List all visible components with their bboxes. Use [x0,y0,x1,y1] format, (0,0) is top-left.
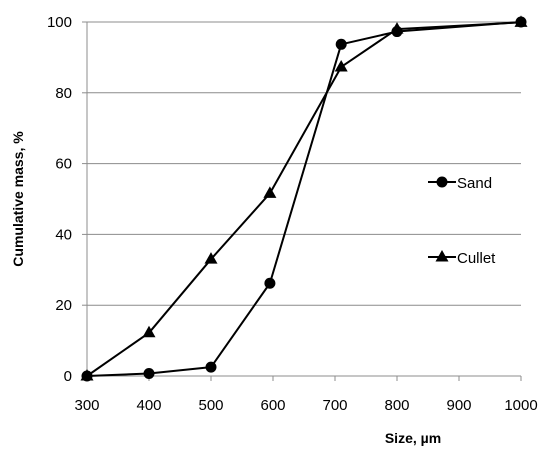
data-point-sand-3 [264,277,276,289]
data-point-cullet-1 [142,325,156,338]
series-line-sand [86,21,522,377]
legend-marker-cullet [435,250,449,262]
x-tick-label-600: 600 [260,397,285,414]
x-tick-label-700: 700 [322,397,347,414]
data-point-cullet-3 [263,186,277,198]
legend: Sand Cullet [428,175,496,267]
x-tick-label-400: 400 [136,397,161,414]
data-point-sand-1 [143,368,155,380]
legend-item-cullet: Cullet [428,250,496,267]
legend-marker-sand [436,176,448,188]
y-tick-labels: 0 20 40 60 80 100 [47,14,72,385]
legend-label-cullet: Cullet [457,250,496,267]
x-axis-title: Size, µm [385,430,441,446]
y-tick-label-60: 60 [55,156,72,173]
y-tick-label-20: 20 [55,297,72,314]
data-point-sand-4 [335,38,347,50]
data-series [80,15,528,382]
y-tick-label-100: 100 [47,14,72,31]
y-axis-title: Cumulative mass, % [10,131,26,267]
x-tick-labels: 300 400 500 600 700 800 900 1000 [74,397,537,414]
axes [82,21,522,381]
x-tick-label-1000: 1000 [504,397,537,414]
y-tick-label-80: 80 [55,85,72,102]
x-tick-label-500: 500 [198,397,223,414]
y-tick-label-0: 0 [64,368,72,385]
x-tick-label-300: 300 [74,397,99,414]
data-point-cullet-2 [204,252,218,264]
series-line-cullet [86,21,522,377]
legend-item-sand: Sand [428,175,492,192]
x-tick-label-900: 900 [446,397,471,414]
data-point-cullet-5 [390,22,404,34]
gridlines [87,21,521,306]
data-point-cullet-0 [80,369,94,381]
data-point-cullet-6 [514,15,528,27]
legend-label-sand: Sand [457,175,492,192]
data-point-sand-2 [205,361,217,373]
y-tick-label-40: 40 [55,226,72,243]
x-tick-label-800: 800 [384,397,409,414]
data-point-cullet-4 [334,59,348,72]
